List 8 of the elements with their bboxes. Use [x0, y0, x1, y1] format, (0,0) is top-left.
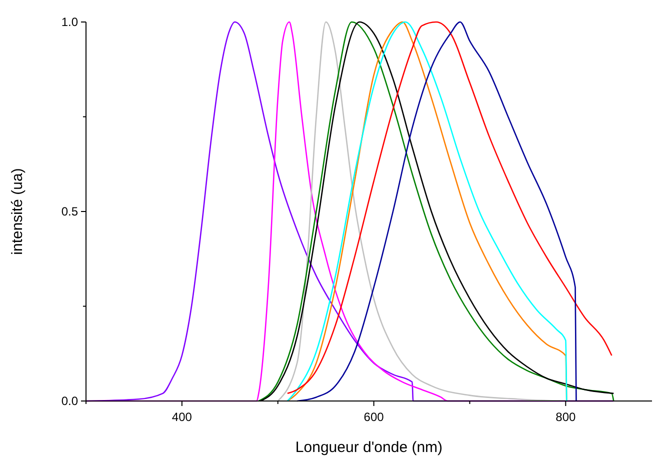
- y-tick-label: 0.0: [61, 394, 78, 408]
- x-tick-label: 400: [172, 410, 192, 424]
- y-tick-label: 0.5: [61, 204, 78, 218]
- y-axis-title: intensité (ua): [9, 168, 26, 255]
- y-tick-label: 1.0: [61, 15, 78, 29]
- x-tick-label: 600: [364, 410, 384, 424]
- x-tick-label: 800: [556, 410, 576, 424]
- x-axis-title: Longueur d'onde (nm): [295, 439, 443, 456]
